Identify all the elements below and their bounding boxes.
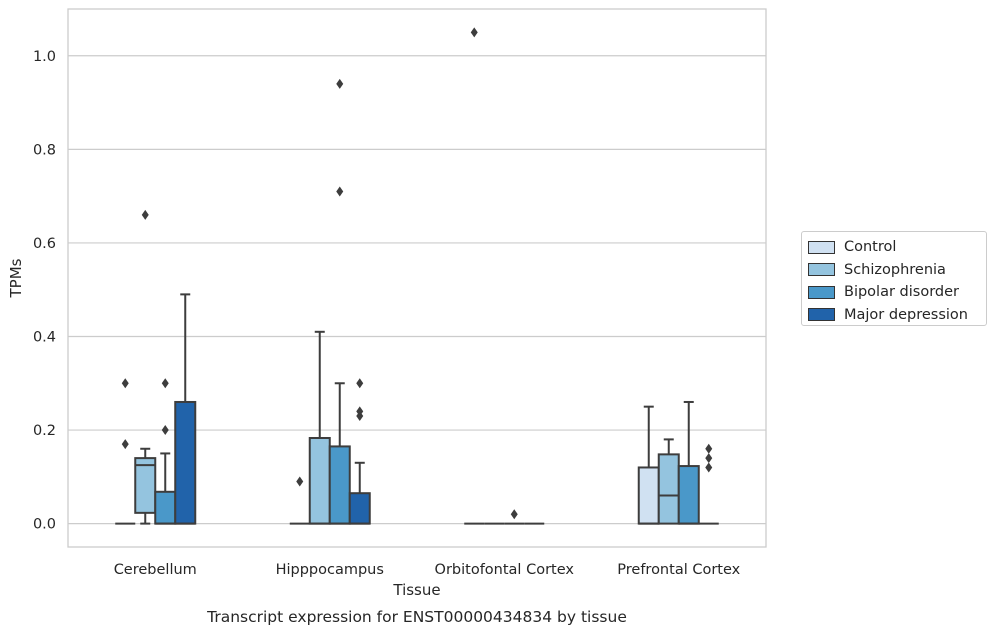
- box: [308, 330, 331, 525]
- box-body: [328, 445, 351, 525]
- box: [464, 27, 485, 525]
- outlier-point: [356, 378, 364, 389]
- y-axis-label: TPMs: [7, 258, 25, 298]
- box: [504, 509, 525, 525]
- box-body: [174, 400, 197, 525]
- legend-item-control: Control: [808, 236, 986, 259]
- box: [348, 378, 371, 525]
- legend-item-schizophrenia: Schizophrenia: [808, 259, 986, 282]
- box-body: [657, 453, 680, 525]
- x-tick-label: Hipppocampus: [276, 562, 384, 578]
- box: [174, 293, 197, 525]
- outlier-point: [336, 186, 344, 197]
- box-body: [154, 490, 177, 525]
- x-tick-label: Cerebellum: [114, 562, 197, 578]
- x-tick-label: Orbitofontal Cortex: [435, 562, 575, 578]
- x-axis-label: Tissue: [392, 581, 440, 599]
- box: [154, 378, 177, 525]
- box: [328, 78, 351, 525]
- box: [637, 405, 660, 525]
- outlier-point: [161, 425, 169, 436]
- outlier-point: [121, 378, 129, 389]
- y-tick-label: 0.0: [33, 517, 56, 533]
- box: [115, 378, 136, 525]
- y-tick-labels: 0.0 0.2 0.4 0.6 0.8 1.0: [33, 49, 56, 533]
- box-body: [348, 492, 371, 525]
- legend-label-bipolar-disorder: Bipolar disorder: [844, 284, 959, 301]
- outlier-point: [121, 439, 129, 450]
- y-tick-label: 0.8: [33, 142, 56, 158]
- outlier-point: [356, 406, 364, 417]
- plot-frame: [67, 8, 767, 548]
- legend-swatch-bipolar-disorder: [808, 285, 835, 299]
- legend-swatch-schizophrenia: [808, 263, 835, 277]
- y-tick-label: 1.0: [33, 49, 56, 65]
- outlier-point: [296, 476, 304, 487]
- box: [677, 400, 700, 525]
- outlier-point: [705, 443, 713, 454]
- y-tick-label: 0.4: [33, 329, 56, 345]
- box: [698, 443, 719, 525]
- legend-swatch-control: [808, 240, 835, 254]
- box: [289, 476, 310, 525]
- outlier-point: [470, 27, 478, 38]
- chart-title: Transcript expression for ENST0000043483…: [206, 608, 627, 626]
- box: [657, 438, 680, 525]
- legend-item-major-depression: Major depression: [808, 304, 986, 327]
- x-tick-labels: Cerebellum Hipppocampus Orbitofontal Corte…: [114, 562, 741, 578]
- box-body: [637, 466, 660, 525]
- legend-label-control: Control: [844, 239, 897, 256]
- y-tick-label: 0.2: [33, 423, 56, 439]
- box-body: [134, 457, 157, 514]
- legend-label-major-depression: Major depression: [844, 306, 968, 323]
- box-body: [308, 436, 331, 525]
- legend-item-bipolar-disorder: Bipolar disorder: [808, 281, 986, 304]
- outlier-point: [510, 509, 518, 520]
- y-tick-label: 0.6: [33, 236, 56, 252]
- outlier-point: [705, 462, 713, 473]
- legend-swatch-major-depression: [808, 308, 835, 322]
- outlier-point: [161, 378, 169, 389]
- outlier-point: [705, 453, 713, 464]
- legend-label-schizophrenia: Schizophrenia: [844, 261, 946, 278]
- box-body: [677, 465, 700, 525]
- box: [134, 209, 157, 525]
- outlier-point: [336, 78, 344, 89]
- x-tick-label: Prefrontal Cortex: [617, 562, 740, 578]
- box-series: [115, 27, 719, 525]
- outlier-point: [141, 209, 149, 220]
- legend: Control Schizophrenia Bipolar disorder M…: [801, 231, 987, 326]
